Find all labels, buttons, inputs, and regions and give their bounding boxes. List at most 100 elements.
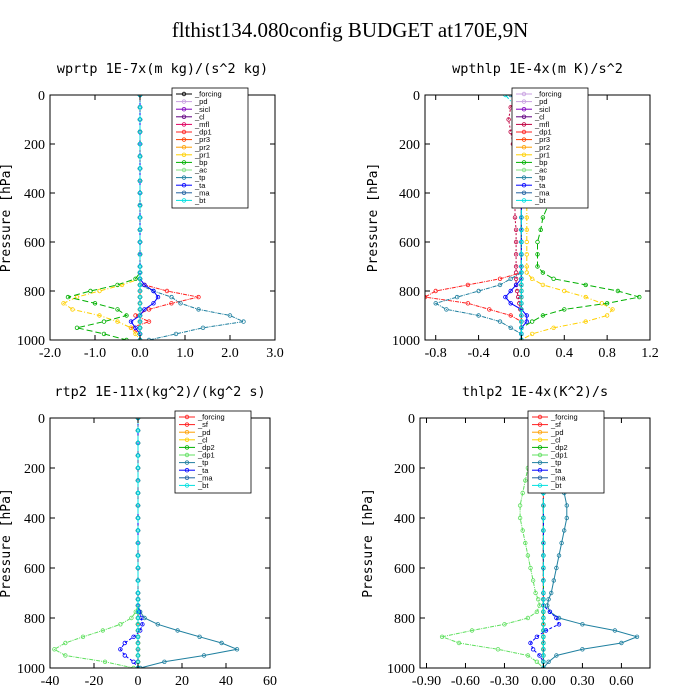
data-point bbox=[100, 628, 105, 633]
data-point bbox=[541, 590, 546, 596]
data-point bbox=[502, 622, 507, 627]
data-point bbox=[604, 301, 610, 306]
data-point bbox=[135, 528, 141, 533]
data-point bbox=[135, 647, 141, 652]
legend-marker bbox=[181, 122, 187, 127]
legend-label: _ma bbox=[550, 473, 566, 482]
legend: _forcing_sf_pd_cl_dp2_dp1_tp_ta_ma_bt bbox=[174, 410, 252, 494]
legend-marker bbox=[181, 107, 187, 112]
data-point bbox=[546, 659, 551, 664]
data-point bbox=[135, 490, 141, 496]
data-point bbox=[137, 252, 143, 257]
x-tick-label: 0.60 bbox=[609, 674, 634, 689]
data-point bbox=[561, 528, 567, 533]
y-tick-label: 600 bbox=[394, 562, 415, 577]
data-point bbox=[137, 129, 143, 134]
data-point bbox=[524, 239, 529, 245]
data-point bbox=[515, 294, 521, 300]
x-tick-label: -1.0 bbox=[84, 346, 106, 361]
data-point bbox=[554, 615, 559, 621]
data-point bbox=[562, 288, 567, 294]
data-point bbox=[135, 640, 141, 646]
data-point bbox=[102, 659, 108, 664]
data-point bbox=[444, 307, 449, 312]
data-point bbox=[135, 628, 141, 633]
data-point bbox=[124, 337, 129, 340]
data-point bbox=[146, 319, 152, 324]
data-point bbox=[523, 478, 528, 483]
data-point bbox=[131, 659, 136, 664]
y-tick-label: 800 bbox=[394, 612, 415, 627]
x-tick-label: 0.00 bbox=[531, 674, 556, 689]
legend-label: _tp bbox=[194, 173, 205, 182]
legend-marker bbox=[181, 129, 187, 135]
legend-marker bbox=[181, 167, 187, 173]
data-point bbox=[135, 453, 141, 458]
data-point bbox=[512, 215, 518, 220]
data-point bbox=[551, 276, 556, 281]
data-point bbox=[497, 276, 503, 281]
data-point bbox=[135, 565, 141, 571]
legend-marker bbox=[181, 114, 187, 119]
data-point bbox=[155, 294, 161, 300]
data-point bbox=[513, 276, 519, 281]
series-line-dp1 bbox=[440, 418, 544, 668]
x-tick-label: -2.0 bbox=[39, 346, 61, 361]
legend-marker bbox=[521, 182, 527, 188]
data-point bbox=[137, 288, 143, 294]
y-tick-label: 800 bbox=[24, 285, 45, 300]
data-point bbox=[541, 647, 546, 652]
data-point bbox=[524, 215, 529, 220]
legend-marker bbox=[184, 445, 190, 450]
data-point bbox=[137, 203, 143, 208]
data-point bbox=[583, 282, 588, 288]
data-point bbox=[137, 294, 143, 300]
data-point bbox=[514, 288, 520, 294]
y-tick-label: 200 bbox=[394, 462, 415, 477]
chart-thlp2: thlp2 1E-4x(K^2)/s Pressure [hPa] -0.90 -0.… bbox=[361, 384, 651, 689]
x-tick-label: 3.0 bbox=[266, 346, 284, 361]
y-tick-label: 600 bbox=[24, 562, 45, 577]
data-point bbox=[92, 301, 98, 306]
data-point bbox=[519, 239, 524, 245]
data-point bbox=[556, 553, 562, 558]
legend-marker bbox=[181, 175, 187, 180]
data-point bbox=[201, 653, 207, 658]
data-point bbox=[523, 540, 528, 546]
data-point bbox=[495, 647, 501, 652]
data-point bbox=[70, 307, 75, 312]
legend-label: _ta bbox=[197, 466, 209, 475]
legend-label: _ma bbox=[197, 473, 213, 482]
data-point bbox=[546, 597, 551, 602]
legend-label: _pr2 bbox=[534, 143, 550, 152]
y-tick-label: 600 bbox=[399, 236, 420, 251]
x-tick-label: 1.2 bbox=[641, 346, 659, 361]
y-tick-label: 0 bbox=[408, 412, 415, 427]
y-tick-label: 800 bbox=[24, 612, 45, 627]
data-point bbox=[137, 270, 143, 275]
data-point bbox=[541, 597, 546, 602]
data-point bbox=[146, 307, 152, 312]
data-point bbox=[508, 313, 513, 318]
legend-label: _pd bbox=[550, 428, 564, 437]
data-point bbox=[519, 252, 524, 257]
legend-marker bbox=[184, 483, 190, 488]
y-tick-label: 1000 bbox=[392, 334, 420, 349]
data-point bbox=[610, 307, 615, 312]
legend-label: _bt bbox=[534, 196, 546, 205]
data-point bbox=[540, 313, 546, 318]
x-tick-label: 0.0 bbox=[513, 346, 531, 361]
y-axis-label: Pressure [hPa] bbox=[0, 163, 14, 273]
data-point bbox=[74, 294, 80, 300]
data-point bbox=[63, 653, 68, 658]
legend-label: _bp bbox=[534, 158, 548, 167]
data-point bbox=[519, 282, 524, 288]
data-point bbox=[135, 653, 141, 658]
legend-label: _cl bbox=[550, 435, 561, 444]
data-point bbox=[535, 252, 540, 257]
data-point bbox=[137, 325, 143, 330]
data-point bbox=[101, 319, 107, 324]
series-group bbox=[52, 418, 240, 668]
data-point bbox=[196, 307, 201, 312]
series-group bbox=[61, 95, 246, 340]
